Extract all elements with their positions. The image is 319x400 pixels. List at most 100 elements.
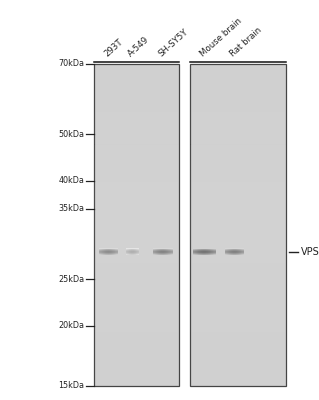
Bar (154, 249, 155, 255)
Bar (94, 225, 179, 230)
Bar (163, 249, 164, 255)
Bar (211, 249, 212, 255)
Bar (111, 249, 112, 255)
Bar (94, 80, 179, 86)
Bar (94, 220, 179, 225)
Bar (94, 257, 179, 262)
Text: 15kDa: 15kDa (58, 382, 85, 390)
Bar (228, 249, 229, 255)
Bar (94, 279, 179, 284)
Bar (190, 300, 286, 306)
Bar (201, 249, 202, 255)
Text: 35kDa: 35kDa (58, 204, 85, 213)
Text: Rat brain: Rat brain (228, 26, 263, 59)
Bar (190, 177, 286, 182)
Bar (197, 249, 198, 255)
Bar (102, 249, 103, 255)
Bar (190, 225, 286, 230)
Bar (107, 249, 108, 255)
Bar (171, 249, 172, 255)
Bar (94, 370, 179, 375)
Bar (116, 249, 117, 255)
Bar (94, 134, 179, 139)
Bar (194, 249, 195, 255)
Bar (94, 86, 179, 91)
Bar (205, 249, 206, 255)
Bar (190, 359, 286, 364)
Bar (196, 249, 197, 255)
Bar (190, 171, 286, 177)
Bar (190, 295, 286, 300)
Bar (99, 249, 100, 255)
Bar (94, 102, 179, 107)
Bar (208, 249, 209, 255)
Bar (200, 249, 201, 255)
Bar (231, 249, 232, 255)
Bar (94, 230, 179, 236)
Bar (156, 249, 157, 255)
Bar (190, 284, 286, 290)
Bar (103, 249, 104, 255)
Bar (94, 311, 179, 316)
Bar (115, 249, 116, 255)
Bar (94, 306, 179, 311)
Bar (190, 241, 286, 246)
Bar (190, 182, 286, 188)
Bar (190, 134, 286, 139)
Bar (94, 295, 179, 300)
Bar (225, 249, 226, 255)
Bar (94, 348, 179, 354)
Bar (190, 252, 286, 257)
Bar (94, 236, 179, 241)
Bar (190, 96, 286, 102)
Bar (238, 249, 239, 255)
Text: 25kDa: 25kDa (58, 275, 85, 284)
Bar (94, 359, 179, 364)
Bar (193, 249, 194, 255)
Bar (213, 249, 214, 255)
Bar (94, 214, 179, 220)
Bar (94, 177, 179, 182)
Bar (190, 236, 286, 241)
Bar (94, 364, 179, 370)
Bar (172, 249, 173, 255)
Bar (190, 91, 286, 96)
Bar (227, 249, 228, 255)
Bar (232, 249, 233, 255)
Bar (94, 155, 179, 161)
Bar (100, 249, 101, 255)
Bar (190, 193, 286, 198)
Bar (158, 249, 159, 255)
Bar (190, 327, 286, 332)
Bar (94, 128, 179, 134)
Bar (203, 249, 204, 255)
Bar (190, 230, 286, 236)
Bar (190, 306, 286, 311)
Bar (209, 249, 210, 255)
Bar (190, 214, 286, 220)
Bar (190, 112, 286, 118)
Bar (190, 220, 286, 225)
Bar (190, 348, 286, 354)
Bar (94, 241, 179, 246)
Bar (190, 123, 286, 128)
Bar (94, 262, 179, 268)
Bar (94, 193, 179, 198)
Bar (190, 64, 286, 69)
Bar (190, 75, 286, 80)
Bar (94, 204, 179, 209)
Bar (190, 332, 286, 338)
Bar (94, 64, 179, 386)
Bar (212, 249, 213, 255)
Bar (94, 118, 179, 123)
Bar (190, 209, 286, 214)
Bar (94, 107, 179, 112)
Bar (94, 64, 179, 69)
Bar (195, 249, 196, 255)
Bar (190, 139, 286, 144)
Bar (157, 249, 158, 255)
Text: Mouse brain: Mouse brain (198, 17, 243, 59)
Bar (190, 257, 286, 262)
Bar (190, 118, 286, 123)
Bar (167, 249, 168, 255)
